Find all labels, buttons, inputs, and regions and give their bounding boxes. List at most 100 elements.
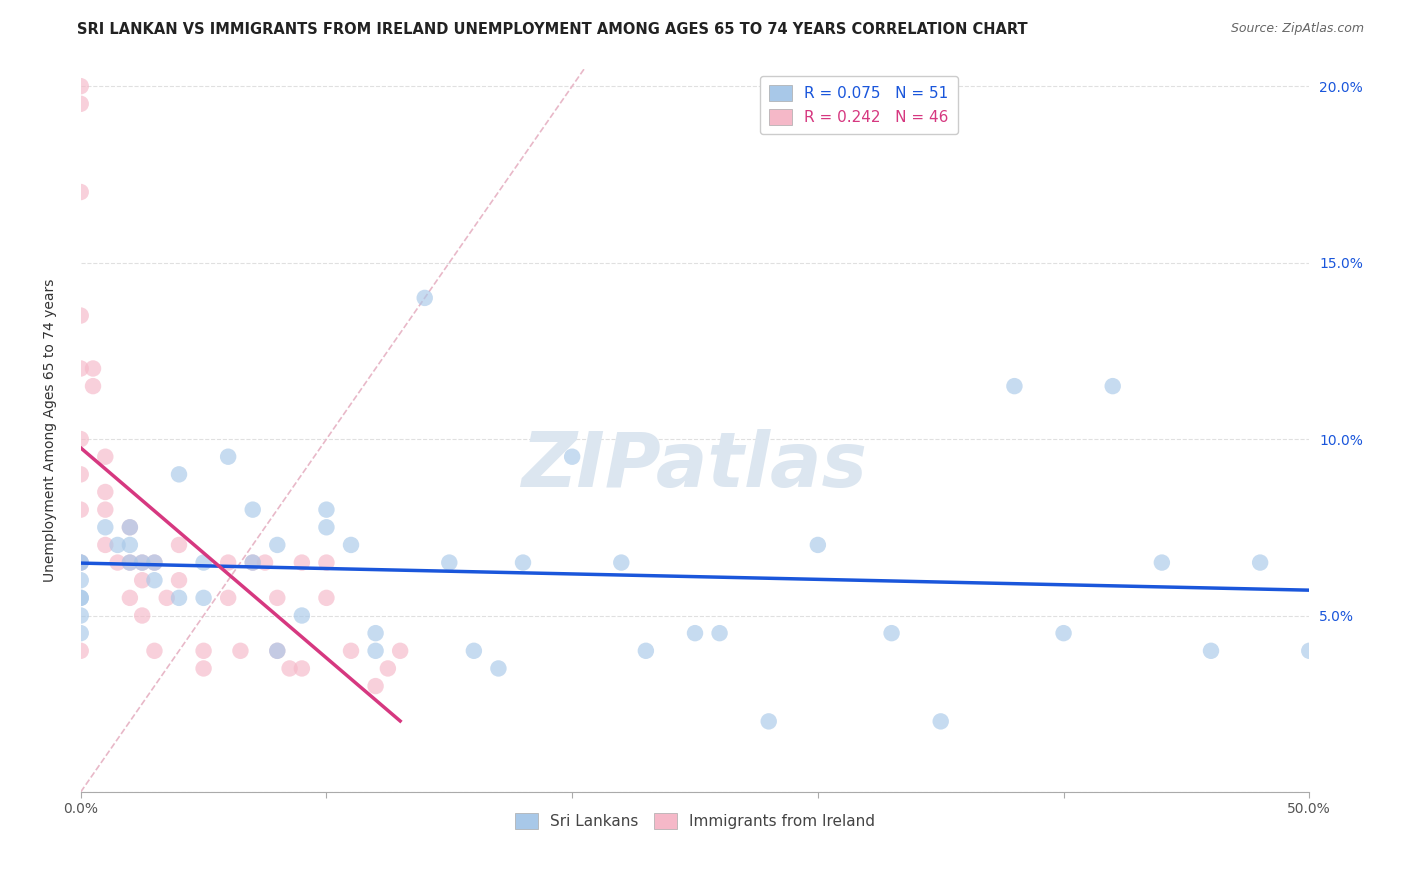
Point: [82, 361, 104, 376]
Point: [242, 556, 264, 570]
Point: [315, 591, 337, 605]
Point: [107, 556, 129, 570]
Point: [69, 644, 91, 658]
Point: [94, 502, 117, 516]
Point: [929, 714, 952, 729]
Point: [94, 450, 117, 464]
Point: [389, 644, 412, 658]
Point: [291, 556, 314, 570]
Point: [156, 591, 179, 605]
Text: ZIPatlas: ZIPatlas: [522, 429, 868, 503]
Point: [94, 485, 117, 500]
Point: [131, 573, 153, 587]
Point: [413, 291, 436, 305]
Point: [1199, 644, 1222, 658]
Point: [167, 467, 190, 482]
Point: [82, 379, 104, 393]
Point: [143, 644, 166, 658]
Point: [107, 538, 129, 552]
Point: [1052, 626, 1074, 640]
Point: [266, 644, 288, 658]
Point: [94, 538, 117, 552]
Point: [278, 661, 301, 675]
Point: [94, 520, 117, 534]
Point: [193, 591, 215, 605]
Point: [242, 556, 264, 570]
Point: [1150, 556, 1173, 570]
Point: [69, 432, 91, 446]
Point: [364, 679, 387, 693]
Point: [167, 573, 190, 587]
Point: [266, 591, 288, 605]
Point: [253, 556, 276, 570]
Point: [463, 644, 485, 658]
Point: [217, 556, 239, 570]
Point: [807, 538, 830, 552]
Point: [193, 556, 215, 570]
Point: [242, 502, 264, 516]
Point: [131, 556, 153, 570]
Point: [69, 361, 91, 376]
Point: [69, 309, 91, 323]
Point: [69, 96, 91, 111]
Point: [193, 644, 215, 658]
Point: [69, 573, 91, 587]
Point: [118, 538, 141, 552]
Point: [610, 556, 633, 570]
Point: [1249, 556, 1271, 570]
Text: SRI LANKAN VS IMMIGRANTS FROM IRELAND UNEMPLOYMENT AMONG AGES 65 TO 74 YEARS COR: SRI LANKAN VS IMMIGRANTS FROM IRELAND UN…: [77, 22, 1028, 37]
Point: [315, 520, 337, 534]
Point: [69, 556, 91, 570]
Point: [377, 661, 399, 675]
Point: [340, 644, 363, 658]
Legend: Sri Lankans, Immigrants from Ireland: Sri Lankans, Immigrants from Ireland: [509, 806, 882, 835]
Point: [143, 573, 166, 587]
Point: [266, 644, 288, 658]
Point: [758, 714, 780, 729]
Point: [118, 556, 141, 570]
Point: [229, 644, 252, 658]
Point: [167, 538, 190, 552]
Point: [315, 502, 337, 516]
Point: [364, 644, 387, 658]
Point: [69, 626, 91, 640]
Point: [167, 591, 190, 605]
Point: [118, 556, 141, 570]
Point: [118, 520, 141, 534]
Point: [193, 661, 215, 675]
Point: [340, 538, 363, 552]
Point: [512, 556, 534, 570]
Point: [561, 450, 583, 464]
Y-axis label: Unemployment Among Ages 65 to 74 years: Unemployment Among Ages 65 to 74 years: [44, 278, 58, 582]
Point: [69, 79, 91, 94]
Point: [69, 591, 91, 605]
Text: Source: ZipAtlas.com: Source: ZipAtlas.com: [1230, 22, 1364, 36]
Point: [143, 556, 166, 570]
Point: [69, 185, 91, 199]
Point: [880, 626, 903, 640]
Point: [683, 626, 706, 640]
Point: [1298, 644, 1320, 658]
Point: [439, 556, 461, 570]
Point: [634, 644, 657, 658]
Point: [131, 556, 153, 570]
Point: [217, 591, 239, 605]
Point: [131, 608, 153, 623]
Point: [488, 661, 510, 675]
Point: [118, 520, 141, 534]
Point: [709, 626, 731, 640]
Point: [266, 538, 288, 552]
Point: [69, 556, 91, 570]
Point: [69, 502, 91, 516]
Point: [69, 556, 91, 570]
Point: [1004, 379, 1026, 393]
Point: [291, 661, 314, 675]
Point: [217, 450, 239, 464]
Point: [315, 556, 337, 570]
Point: [291, 608, 314, 623]
Point: [1101, 379, 1123, 393]
Point: [69, 591, 91, 605]
Point: [118, 591, 141, 605]
Point: [364, 626, 387, 640]
Point: [69, 608, 91, 623]
